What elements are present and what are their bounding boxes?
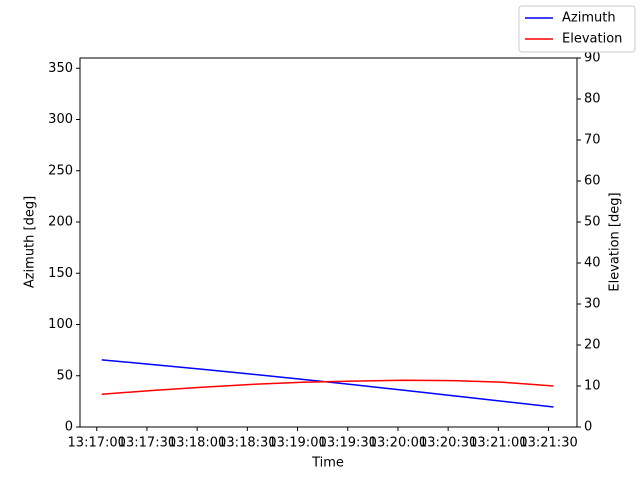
x-tick-label: 13:18:00 bbox=[168, 436, 226, 451]
y2-tick-label: 20 bbox=[584, 338, 601, 353]
y-tick-label: 350 bbox=[48, 61, 73, 76]
y2-axis-label: Elevation [deg] bbox=[608, 192, 623, 291]
y-tick-label: 200 bbox=[48, 215, 73, 230]
x-tick-label: 13:20:00 bbox=[369, 436, 427, 451]
x-tick-label: 13:17:00 bbox=[68, 436, 126, 451]
y2-tick-label: 80 bbox=[584, 92, 601, 107]
series-line bbox=[101, 379, 554, 395]
y-tick-label: 250 bbox=[48, 163, 73, 178]
x-tick-label: 13:21:00 bbox=[469, 436, 527, 451]
y-tick-label: 150 bbox=[48, 266, 73, 281]
x-tick-label: 13:21:30 bbox=[519, 436, 577, 451]
y2-tick-label: 0 bbox=[584, 420, 592, 435]
y2-tick-label: 90 bbox=[584, 51, 601, 66]
y-tick-label: 300 bbox=[48, 112, 73, 127]
y-axis-label: Azimuth [deg] bbox=[23, 196, 38, 288]
y2-tick-label: 50 bbox=[584, 215, 601, 230]
y2-tick-label: 30 bbox=[584, 297, 601, 312]
x-tick-label: 13:18:30 bbox=[218, 436, 276, 451]
y2-tick-label: 10 bbox=[584, 379, 601, 394]
x-tick-label: 13:20:30 bbox=[419, 436, 477, 451]
y-tick-label: 0 bbox=[65, 420, 73, 435]
x-tick-label: 13:19:30 bbox=[319, 436, 377, 451]
y2-tick-label: 40 bbox=[584, 256, 601, 271]
y-tick-label: 100 bbox=[48, 317, 73, 332]
plot-frame bbox=[79, 57, 578, 428]
series-line bbox=[101, 359, 554, 408]
y2-tick-label: 70 bbox=[584, 133, 601, 148]
y-tick-label: 50 bbox=[56, 368, 73, 383]
x-axis-label: Time bbox=[311, 456, 344, 471]
x-tick-label: 13:19:00 bbox=[268, 436, 326, 451]
legend-label: Azimuth bbox=[562, 11, 616, 26]
y2-tick-label: 60 bbox=[584, 174, 601, 189]
legend-label: Elevation bbox=[562, 32, 622, 47]
x-tick-label: 13:17:30 bbox=[118, 436, 176, 451]
